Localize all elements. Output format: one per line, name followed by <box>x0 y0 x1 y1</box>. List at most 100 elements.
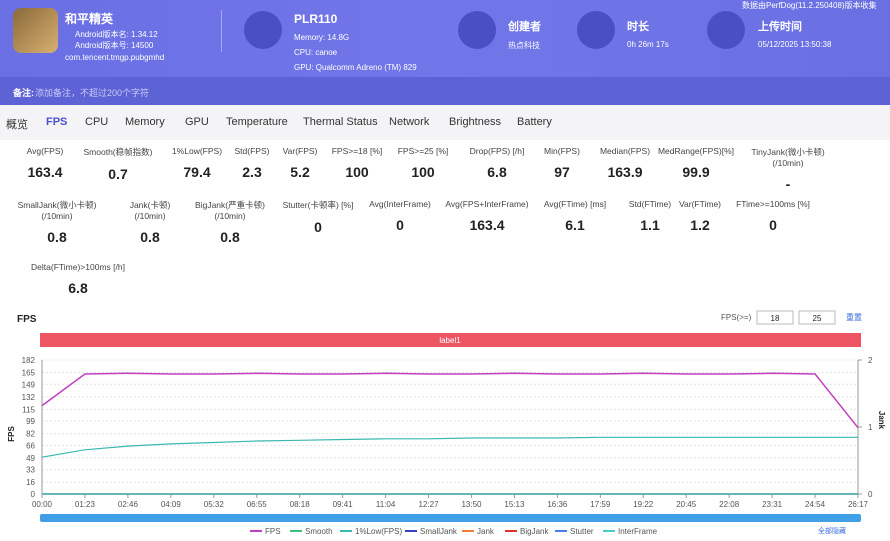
note-input[interactable]: 添加备注，不超过200个字符 <box>35 88 150 98</box>
metric: Smooth(稳帧指数) 0.7 <box>78 146 158 182</box>
metric: Delta(FTime)>100ms [/h] 6.8 <box>18 262 138 296</box>
y-tick-label: 182 <box>22 356 36 365</box>
legend-label[interactable]: SmallJank <box>420 527 458 536</box>
metric-value: 0 <box>314 219 322 235</box>
legend-label[interactable]: 1%Low(FPS) <box>355 527 402 536</box>
header: 和平精英 Android版本名: 1.34.12 Android版本号: 145… <box>0 0 890 77</box>
metric-label: Avg(InterFrame) <box>369 199 431 209</box>
metric-label: 1%Low(FPS) <box>171 146 223 156</box>
metric-value: 0.8 <box>47 229 67 245</box>
metric: 1%Low(FPS) 79.4 <box>167 146 227 180</box>
metric-value: 0.8 <box>220 229 240 245</box>
tab[interactable]: Battery <box>517 116 552 128</box>
upload-label: 上传时间 <box>758 21 802 33</box>
x-tick-label: 09:41 <box>333 500 354 509</box>
metric-label: FPS>=18 [%] <box>331 146 383 156</box>
metric-value: - <box>785 176 791 192</box>
y-tick-label: 165 <box>22 369 36 378</box>
x-tick-label: 23:31 <box>762 500 783 509</box>
metric-value: 100 <box>411 164 435 180</box>
metric: FTime>=100ms [%] 0 <box>731 199 816 233</box>
metric: TinyJank(微小卡顿)(/10min) - <box>743 146 833 192</box>
threshold-input[interactable] <box>798 310 836 325</box>
metric-label: Drop(FPS) [/h] <box>469 146 525 156</box>
x-tick-label: 24:54 <box>805 500 826 509</box>
series-line <box>41 372 859 429</box>
tab[interactable]: FPS <box>46 116 68 128</box>
x-tick-label: 11:04 <box>376 500 396 509</box>
x-tick-label: 15:13 <box>504 500 525 509</box>
tab[interactable]: Network <box>389 116 430 128</box>
threshold-label: FPS(>=) <box>721 313 752 322</box>
x-tick-label: 12:27 <box>419 500 440 509</box>
y-tick-label: 132 <box>22 393 36 402</box>
series-line <box>41 436 858 458</box>
creator: 热点科技 <box>508 41 540 50</box>
x-tick-label: 13:50 <box>461 500 482 509</box>
x-tick-label: 08:18 <box>290 500 311 509</box>
metric: Avg(FPS+InterFrame) 163.4 <box>442 199 532 233</box>
tab[interactable]: CPU <box>85 116 109 128</box>
tab[interactable]: Memory <box>125 116 165 128</box>
metric: Stutter(卡顿率) [%] 0 <box>281 199 356 235</box>
tab-bar: 概览 FPS CPU Memory GPU Temperature Thermal Stat… <box>0 105 890 140</box>
metric-label: Jank(卡顿)(/10min) <box>129 200 171 221</box>
metric-value: 79.4 <box>183 164 211 180</box>
metric-value: 97 <box>554 164 570 180</box>
scrollbar[interactable] <box>40 514 861 522</box>
tab[interactable]: Temperature <box>226 116 288 128</box>
metric-value: 163.4 <box>27 164 63 180</box>
y-tick-label: 49 <box>26 454 35 463</box>
duration-label: 时长 <box>627 21 649 33</box>
legend-label[interactable]: FPS <box>265 527 281 536</box>
upload-icon <box>707 11 745 49</box>
tab[interactable]: Brightness <box>449 116 501 128</box>
reset-button[interactable]: 重置 <box>846 312 862 322</box>
metric: Avg(InterFrame) 0 <box>365 199 435 233</box>
metric-label: Delta(FTime)>100ms [/h] <box>31 262 125 272</box>
note-bar: 备注: 添加备注，不超过200个字符 <box>0 77 890 105</box>
threshold-value: 25 <box>813 314 822 323</box>
metric-label: TinyJank(微小卡顿)(/10min) <box>751 147 825 168</box>
duration: 0h 26m 17s <box>627 40 669 49</box>
metric: Avg(FTime) [ms] 6.1 <box>540 199 610 233</box>
metric-value: 6.1 <box>565 217 585 233</box>
metric-label: Avg(FPS) <box>26 146 64 156</box>
metric: FPS>=25 [%] 100 <box>393 146 453 180</box>
tab[interactable]: 概览 <box>6 119 28 131</box>
hide-all[interactable]: 全部隐藏 <box>818 526 846 535</box>
tab[interactable]: GPU <box>185 116 209 128</box>
legend-label[interactable]: Stutter <box>570 527 594 536</box>
metric: Var(FPS) 5.2 <box>275 146 325 180</box>
y2-tick-label: 0 <box>868 490 873 499</box>
y-tick-label: 99 <box>26 417 35 426</box>
y-tick-label: 0 <box>31 490 36 499</box>
x-tick-label: 02:46 <box>118 500 139 509</box>
metric-value: 99.9 <box>682 164 710 180</box>
chart-title: FPS <box>17 314 37 325</box>
metric: FPS>=18 [%] 100 <box>327 146 387 180</box>
legend-label[interactable]: Jank <box>477 527 495 536</box>
metric-value: 2.3 <box>242 164 262 180</box>
metric-label: FTime>=100ms [%] <box>736 199 810 209</box>
x-tick-label: 17:59 <box>590 500 611 509</box>
metric: Median(FPS) 163.9 <box>595 146 655 180</box>
source-note: 数据由PerfDog(11.2.250408)版本收集 <box>742 1 877 10</box>
x-tick-label: 20:45 <box>676 500 697 509</box>
cpu: CPU: canoe <box>294 48 338 57</box>
metric-label: SmallJank(微小卡顿)(/10min) <box>17 200 97 221</box>
legend-label[interactable]: BigJank <box>520 527 549 536</box>
package: com.tencent.tmgp.pubgmhd <box>65 53 165 62</box>
upload-time: 05/12/2025 13:50:38 <box>758 40 832 49</box>
metric-label: Smooth(稳帧指数) <box>83 147 153 157</box>
tab[interactable]: Thermal Status <box>303 116 378 128</box>
app-icon <box>13 8 58 53</box>
x-tick-label: 00:00 <box>32 500 53 509</box>
legend-label[interactable]: Smooth <box>305 527 333 536</box>
x-tick-label: 04:09 <box>161 500 182 509</box>
metric-label: Var(FPS) <box>282 146 318 156</box>
threshold-input[interactable] <box>756 310 794 325</box>
metric: SmallJank(微小卡顿)(/10min) 0.8 <box>17 199 97 245</box>
legend-label[interactable]: InterFrame <box>618 527 658 536</box>
creator-icon <box>458 11 496 49</box>
